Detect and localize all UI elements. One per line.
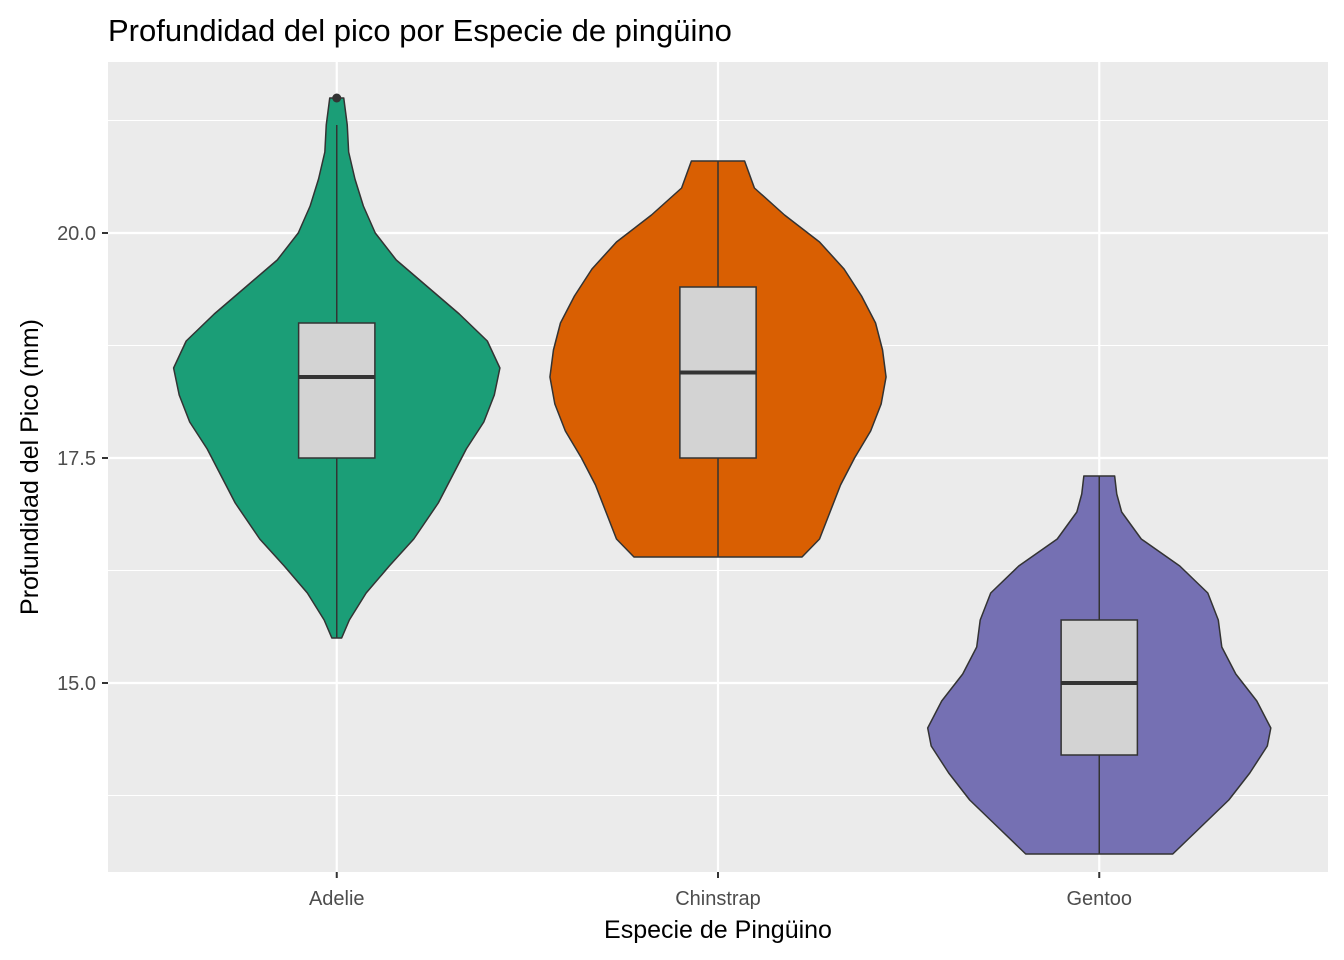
- y-axis: 15.0 17.5 20.0: [57, 223, 108, 695]
- x-axis: Adelie Chinstrap Gentoo: [309, 872, 1132, 910]
- violin-group-chinstrap: [549, 160, 887, 558]
- violins-layer: [172, 93, 1272, 855]
- box-gentoo: [1060, 619, 1139, 756]
- y-tick-label: 17.5: [57, 448, 96, 470]
- x-axis-title: Especie de Pingüino: [604, 916, 832, 944]
- y-tick-label: 15.0: [57, 673, 96, 695]
- violin-group-gentoo: [926, 475, 1272, 855]
- chart-title: Profundidad del pico por Especie de ping…: [108, 13, 732, 48]
- x-tick-label-gentoo: Gentoo: [1066, 888, 1132, 910]
- x-tick-label-chinstrap: Chinstrap: [675, 888, 761, 910]
- box-adelie: [297, 322, 376, 459]
- outlier-point-adelie: [332, 93, 342, 103]
- violin-group-adelie: [172, 93, 501, 639]
- y-tick-label: 20.0: [57, 223, 96, 245]
- x-tick-label-adelie: Adelie: [309, 888, 365, 910]
- y-axis-title: Profundidad del Pico (mm): [16, 319, 44, 615]
